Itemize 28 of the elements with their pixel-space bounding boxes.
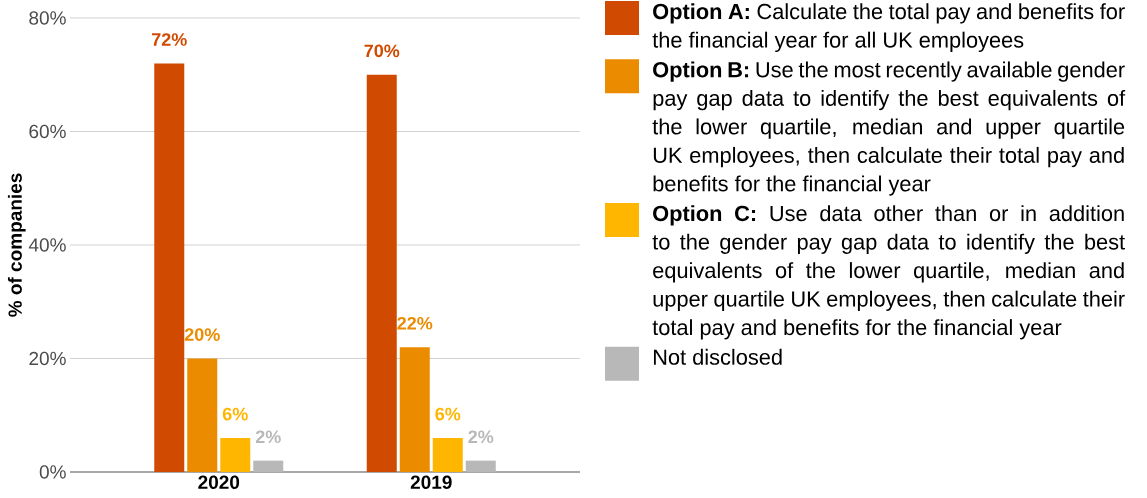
bar xyxy=(253,460,284,472)
bar xyxy=(220,437,251,472)
data-label: 6% xyxy=(222,407,248,421)
bar xyxy=(154,63,185,472)
data-label: 70% xyxy=(364,44,400,58)
y-tick-label: 20% xyxy=(29,351,66,366)
y-tick-label: 80% xyxy=(29,11,66,25)
y-axis-title: % of companies xyxy=(7,173,26,317)
bar xyxy=(399,347,430,472)
bar xyxy=(366,74,397,472)
x-tick-label: 2020 xyxy=(198,475,240,489)
x-tick-label: 2019 xyxy=(410,475,452,489)
data-label: 2% xyxy=(468,430,494,444)
y-tick-label: 60% xyxy=(29,124,66,139)
legend-label: Option B: Use the most recently available gender pay gap data to identify the best equivalents of the lower quartile, median and upper quartile UK employees, then calculate their total pay and benefits for the financial year xyxy=(652,61,1126,196)
bar xyxy=(187,358,218,472)
data-label: 72% xyxy=(152,33,187,46)
data-label: 22% xyxy=(397,316,433,330)
bar xyxy=(465,460,496,472)
y-tick-label: 0% xyxy=(39,465,66,479)
legend-label: Not disclosed xyxy=(653,348,782,365)
legend-label: Option C: Use data other than or in addition to the gender pay gap data to identify the best equivalents of the lower quartile, median and upper quartile UK employees, then calculate their total pay and benefits for the financial year xyxy=(652,205,1125,340)
y-tick-label: 40% xyxy=(28,238,66,252)
legend-label: Option A: Calculate the total pay and benefits for the financial year for all UK employees xyxy=(652,3,1125,52)
data-label: 20% xyxy=(184,328,220,341)
data-label: 2% xyxy=(255,430,281,444)
bar xyxy=(432,437,463,472)
data-label: 6% xyxy=(435,407,461,421)
